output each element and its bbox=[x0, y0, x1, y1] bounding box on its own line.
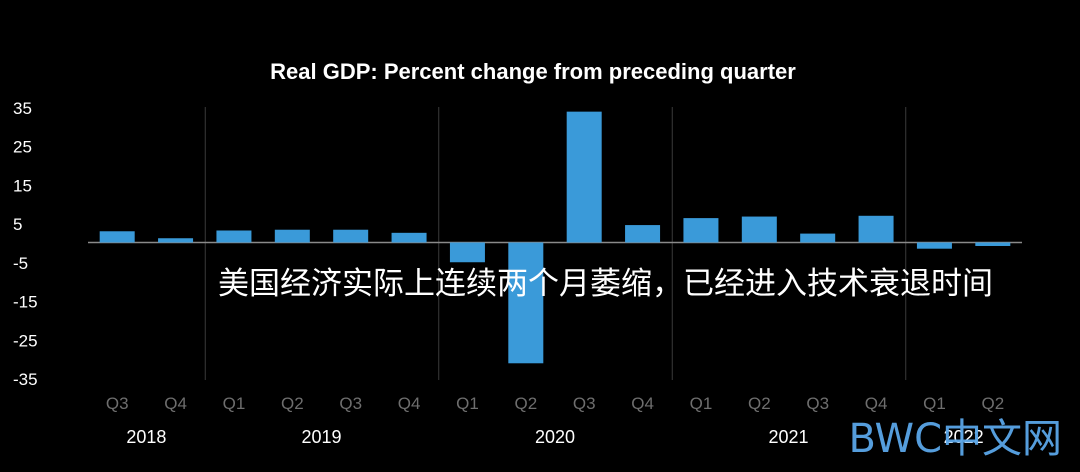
x-tick-label: Q1 bbox=[223, 394, 246, 413]
y-tick-label: 25 bbox=[13, 138, 32, 157]
x-tick-label: Q2 bbox=[981, 394, 1004, 413]
bar bbox=[508, 242, 544, 364]
bar bbox=[449, 242, 485, 263]
bar bbox=[683, 218, 719, 243]
x-tick-label: Q1 bbox=[923, 394, 946, 413]
x-tick-label: Q2 bbox=[514, 394, 537, 413]
overlay-caption: 美国经济实际上连续两个月萎缩，已经进入技术衰退时间 bbox=[218, 266, 993, 302]
bar bbox=[800, 233, 836, 243]
x-tick-label: Q2 bbox=[748, 394, 771, 413]
year-label: 2018 bbox=[126, 427, 166, 447]
x-tick-label: Q4 bbox=[398, 394, 421, 413]
bar bbox=[916, 242, 952, 249]
x-tick-label: Q4 bbox=[631, 394, 654, 413]
x-tick-label: Q2 bbox=[281, 394, 304, 413]
y-tick-label: -25 bbox=[13, 331, 38, 350]
bar bbox=[566, 111, 602, 243]
y-tick-label: 35 bbox=[13, 99, 32, 118]
x-tick-label: Q3 bbox=[106, 394, 129, 413]
y-tick-label: -15 bbox=[13, 293, 38, 312]
y-tick-label: -5 bbox=[13, 254, 28, 273]
x-tick-label: Q4 bbox=[164, 394, 187, 413]
chart-title: Real GDP: Percent change from preceding … bbox=[270, 59, 796, 84]
bar bbox=[741, 216, 777, 243]
year-label: 2019 bbox=[301, 427, 341, 447]
bar bbox=[216, 230, 252, 243]
x-tick-label: Q3 bbox=[339, 394, 362, 413]
bar bbox=[274, 229, 310, 243]
bar bbox=[975, 242, 1011, 246]
watermark-logo: BWC中文网 bbox=[848, 416, 1063, 462]
bar bbox=[333, 229, 369, 243]
x-tick-label: Q1 bbox=[690, 394, 713, 413]
y-tick-label: -35 bbox=[13, 370, 38, 389]
y-tick-label: 5 bbox=[13, 215, 22, 234]
x-tick-label: Q3 bbox=[573, 394, 596, 413]
bar bbox=[391, 232, 427, 243]
bar bbox=[99, 231, 135, 243]
bar bbox=[158, 238, 194, 243]
bar bbox=[625, 225, 661, 243]
year-label: 2020 bbox=[535, 427, 575, 447]
bar bbox=[858, 215, 894, 243]
year-label: 2021 bbox=[768, 427, 808, 447]
x-tick-label: Q1 bbox=[456, 394, 479, 413]
year-label: 2022 bbox=[944, 427, 984, 447]
x-tick-label: Q4 bbox=[865, 394, 888, 413]
x-tick-label: Q3 bbox=[806, 394, 829, 413]
y-tick-label: 15 bbox=[13, 176, 32, 195]
